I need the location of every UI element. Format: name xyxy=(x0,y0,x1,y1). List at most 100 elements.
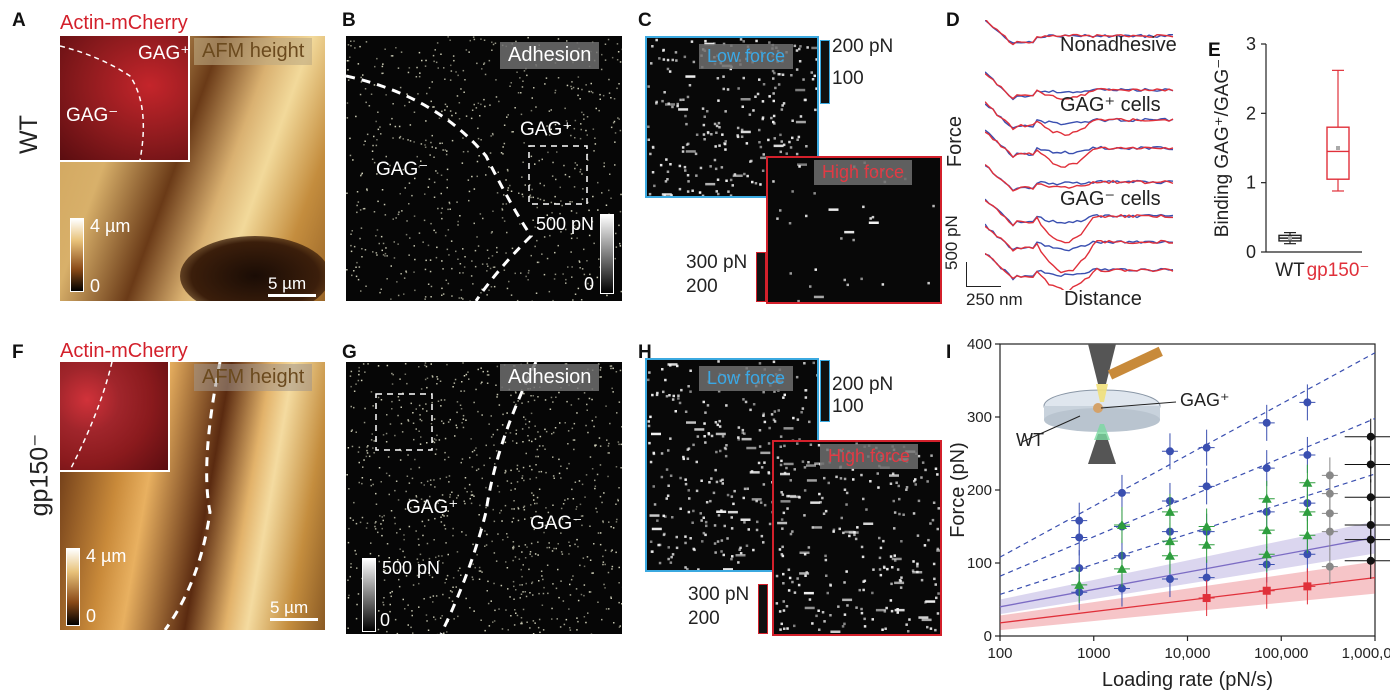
chart-i-point-0-7 xyxy=(1117,584,1126,593)
chart-i-point-1-12 xyxy=(1302,506,1313,516)
chart-i-wt-label: WT xyxy=(1016,430,1044,450)
chart-i-point-1-6 xyxy=(1201,521,1212,531)
panel-e-box-plot: 0 1 2 3 Binding GAG⁺/GAG⁻ WT gp150⁻ xyxy=(1212,34,1369,281)
panel-letter-i: I xyxy=(946,342,952,363)
box-category-label-0: WT xyxy=(1275,260,1305,281)
panel-h-low-force-badge: Low force xyxy=(699,366,794,391)
schematic-objective-bottom xyxy=(1088,434,1116,464)
panel-letter-h: H xyxy=(638,342,652,363)
box-plot-ytick-label-1: 1 xyxy=(1246,173,1256,193)
panel-c-low-force-badge: Low force xyxy=(699,44,794,69)
panel-d-scale-y: 500 pN xyxy=(942,215,961,270)
chart-i-point-0-1 xyxy=(1075,533,1084,542)
chart-i-point-0-12 xyxy=(1202,443,1211,452)
panel-g-colorbar-min: 0 xyxy=(380,610,391,630)
panel-h-high-force-badge: High force xyxy=(820,444,919,469)
force-curve-7-retract xyxy=(985,225,1173,274)
force-curve-7-approach xyxy=(985,223,1174,252)
chart-i-point-1-0 xyxy=(1074,579,1085,589)
chart-i-ylabel: Force (pN) xyxy=(950,442,969,538)
force-curve-6-retract xyxy=(985,199,1173,244)
panel-d-force-axis: Force xyxy=(944,115,967,168)
panel-letter-g: G xyxy=(342,342,357,363)
panel-letter-d: D xyxy=(946,10,960,31)
chart-i-point-1-5 xyxy=(1164,550,1175,560)
chart-i-xtick-label-4: 1,000,000 xyxy=(1342,645,1390,662)
panel-c-high-top: 300 pN xyxy=(686,252,748,273)
chart-i-point-0-11 xyxy=(1165,575,1174,584)
panel-c-high-bot: 200 xyxy=(686,276,718,297)
panel-f-afm-height-image: AFM height 4 µm 0 5 µm xyxy=(60,362,325,630)
panel-b-gag-pos-label: GAG⁺ xyxy=(520,119,573,140)
panel-c-high-colorbar xyxy=(756,252,766,302)
chart-i-point-4-2 xyxy=(1303,582,1312,591)
panel-a-scalebar-label: 5 µm xyxy=(268,274,307,293)
panel-b-gag-neg-label: GAG⁻ xyxy=(376,159,429,180)
panel-f-afm-height-label: AFM height xyxy=(194,364,313,391)
force-curve-2-retract xyxy=(985,73,1174,100)
panel-letter-c: C xyxy=(638,10,652,31)
chart-i-ytick-label-300: 300 xyxy=(967,409,992,426)
panel-f-colorbar-max: 4 µm xyxy=(86,546,127,566)
chart-i-point-3-4 xyxy=(1366,535,1375,544)
panel-letter-b: B xyxy=(342,10,356,31)
panel-g-adhesion-badge: Adhesion xyxy=(500,364,600,391)
chart-i-point-2-4 xyxy=(1325,562,1334,571)
box-plot-ytick-label-2: 2 xyxy=(1246,103,1256,123)
panel-d-scale-bar xyxy=(966,262,1001,287)
chart-i-point-0-4 xyxy=(1117,488,1126,497)
chart-i-fit-band-3 xyxy=(1000,521,1375,615)
panel-f-colorbar-min: 0 xyxy=(86,606,97,626)
box-plot-ytick-label-3: 3 xyxy=(1246,34,1256,54)
chart-i-gag-label: GAG⁺ xyxy=(1180,390,1230,410)
chart-i-point-4-0 xyxy=(1202,594,1211,603)
chart-i-fit-dashed-0 xyxy=(999,352,1376,558)
panel-g-gag-pos-label: GAG⁺ xyxy=(406,497,459,518)
panel-d-nonadhesive-label: Nonadhesive xyxy=(1060,34,1177,56)
chart-i-ytick-label-0: 0 xyxy=(984,628,992,645)
panel-a-gag-pos-label: GAG⁺ xyxy=(138,43,191,64)
chart-i-point-1-3 xyxy=(1164,506,1175,516)
chart-i-point-0-15 xyxy=(1202,573,1211,582)
force-curve-1-retract xyxy=(985,20,1174,46)
box-body-1 xyxy=(1326,126,1350,180)
chart-i-point-1-9 xyxy=(1261,525,1272,535)
chart-i-point-3-2 xyxy=(1366,493,1375,502)
panel-a-gag-neg-label: GAG⁻ xyxy=(66,105,119,126)
force-curve-8-approach xyxy=(985,253,1174,281)
box-plot-ylabel: Binding GAG⁺/GAG⁻ xyxy=(1212,59,1233,237)
panel-b-colorbar xyxy=(600,214,614,294)
panel-g-gag-neg-label: GAG⁻ xyxy=(530,513,583,534)
panel-letter-e: E xyxy=(1208,40,1221,61)
panel-i-force-loading-chart: 100100010,000100,0001,000,00001002003004… xyxy=(950,336,1390,691)
chart-i-point-3-5 xyxy=(1366,556,1375,565)
chart-i-xtick-label-0: 100 xyxy=(987,645,1012,662)
schematic-cell xyxy=(1093,403,1103,413)
panel-a-fluorescence-inset: GAG⁺ GAG⁻ xyxy=(60,36,190,162)
chart-i-point-1-8 xyxy=(1261,493,1272,503)
schematic-beam-top xyxy=(1096,384,1108,402)
schematic-pointer-wt xyxy=(1021,415,1081,443)
panel-a-inset-boundary xyxy=(60,45,145,160)
panel-a-afm-height-image: GAG⁺ GAG⁻ AFM height 4 µm 0 5 µm xyxy=(60,36,325,301)
panel-d-gag-neg-cells-label: GAG⁻ cells xyxy=(1060,188,1161,210)
chart-i-fit-dashed-2 xyxy=(999,473,1376,595)
panel-a-cell-shadow xyxy=(180,236,325,301)
panel-c-low-bot: 100 xyxy=(832,68,864,89)
panel-f-scalebar xyxy=(270,618,318,621)
chart-i-point-0-17 xyxy=(1262,464,1271,473)
panel-f-height-colorbar xyxy=(66,548,80,626)
chart-i-point-3-1 xyxy=(1366,460,1375,469)
chart-i-fit-band-4 xyxy=(1000,561,1375,631)
panel-f-inset-boundary xyxy=(69,362,113,470)
chart-i-point-3-0 xyxy=(1366,432,1375,441)
schematic-beam-bottom xyxy=(1094,424,1110,440)
chart-i-point-1-13 xyxy=(1302,530,1313,540)
chart-i-point-1-1 xyxy=(1116,520,1127,530)
panel-a-afm-height-label: AFM height xyxy=(194,38,313,65)
chart-i-point-0-8 xyxy=(1165,447,1174,456)
panel-b-colorbar-min: 0 xyxy=(584,274,595,294)
panel-f-scalebar-label: 5 µm xyxy=(270,598,309,617)
panel-d-distance-label: Distance xyxy=(1064,288,1142,310)
panel-f-boundary xyxy=(163,362,222,630)
